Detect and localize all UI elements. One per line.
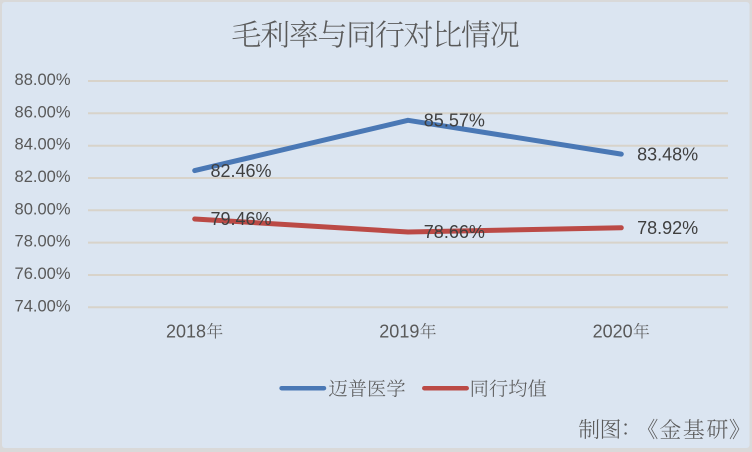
svg-text:78.66%: 78.66% [424, 222, 485, 242]
svg-text:83.48%: 83.48% [637, 144, 698, 164]
svg-text:84.00%: 84.00% [15, 136, 71, 154]
svg-text:76.00%: 76.00% [15, 265, 71, 283]
svg-text:2020: 2020 [593, 321, 633, 341]
svg-text:78.00%: 78.00% [15, 233, 71, 251]
svg-text:88.00%: 88.00% [15, 71, 71, 89]
svg-text:82.00%: 82.00% [15, 168, 71, 186]
svg-text:79.46%: 79.46% [211, 209, 272, 229]
svg-text:86.00%: 86.00% [15, 103, 71, 121]
svg-text:74.00%: 74.00% [15, 297, 71, 315]
svg-text:85.57%: 85.57% [424, 111, 485, 131]
svg-text:2018: 2018 [166, 321, 206, 341]
svg-text:78.92%: 78.92% [637, 218, 698, 238]
svg-text:80.00%: 80.00% [15, 200, 71, 218]
svg-text:2019: 2019 [379, 321, 419, 341]
svg-text:82.46%: 82.46% [211, 161, 272, 181]
